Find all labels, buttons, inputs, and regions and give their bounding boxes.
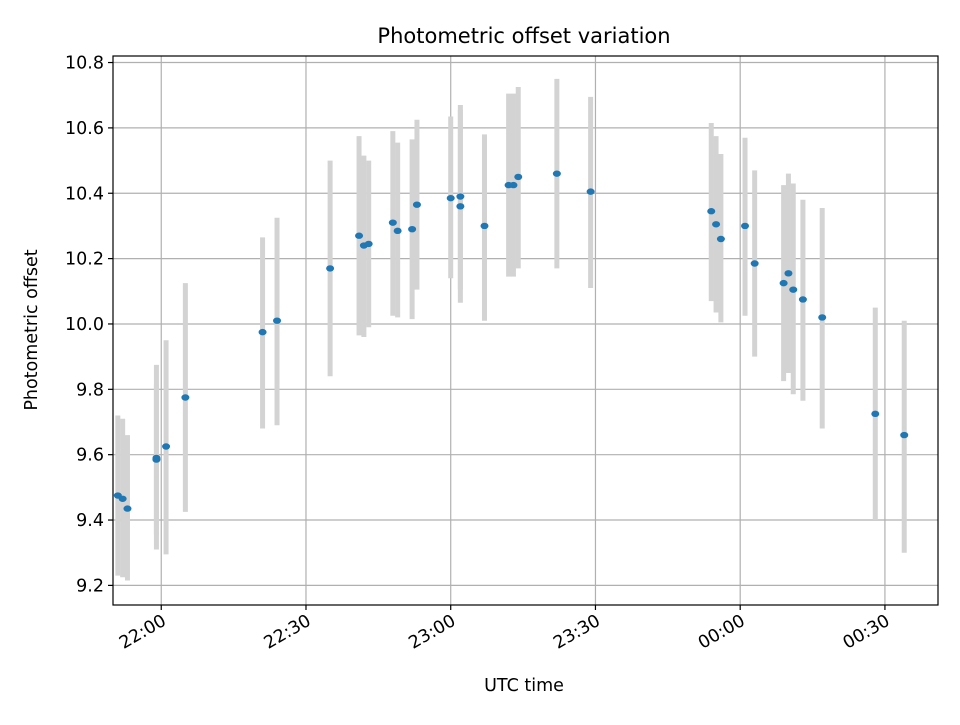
data-point: [326, 265, 335, 272]
y-tick-label: 9.6: [76, 446, 104, 466]
data-point: [741, 222, 750, 230]
y-tick-label: 9.2: [76, 576, 104, 596]
data-point: [509, 181, 518, 189]
data-point: [446, 194, 455, 202]
x-axis-label: UTC time: [484, 676, 564, 696]
data-point: [181, 394, 190, 401]
data-points: [113, 170, 909, 512]
y-axis-ticks: 9.2 9.4 9.6 9.8 10.0 10.2 10.4 10.6 10.8: [65, 54, 113, 596]
data-point: [412, 201, 421, 208]
data-point: [393, 227, 402, 235]
y-axis-label: Photometric offset: [22, 249, 42, 410]
data-point: [586, 188, 595, 195]
data-point: [784, 270, 793, 277]
data-point: [152, 454, 161, 462]
data-point: [871, 410, 880, 418]
data-point: [712, 221, 721, 228]
data-point: [408, 225, 417, 233]
data-point: [818, 314, 827, 321]
chart-title: Photometric offset variation: [377, 24, 670, 48]
data-point: [355, 232, 364, 239]
y-tick-label: 9.4: [76, 511, 104, 531]
data-point: [123, 505, 132, 512]
data-point: [456, 193, 465, 200]
data-point: [118, 495, 127, 502]
grid: [113, 56, 938, 605]
data-point: [162, 443, 171, 450]
data-point: [900, 431, 909, 439]
data-point: [716, 235, 725, 243]
y-tick-label: 10.6: [65, 119, 104, 139]
data-point: [364, 240, 373, 248]
data-point: [514, 173, 523, 181]
data-point: [480, 222, 489, 230]
y-tick-label: 10.0: [65, 315, 104, 335]
y-tick-label: 10.4: [65, 184, 104, 204]
data-point: [707, 208, 716, 215]
data-point: [552, 170, 561, 177]
data-point: [779, 279, 788, 287]
axes-frame: [112, 55, 939, 606]
data-point: [750, 260, 759, 267]
data-point: [388, 219, 397, 226]
y-tick-label: 10.2: [65, 250, 104, 270]
data-point: [273, 317, 282, 324]
data-point: [798, 296, 807, 303]
y-tick-label: 9.8: [76, 380, 104, 400]
data-point: [456, 203, 465, 210]
y-tick-label: 10.8: [65, 54, 104, 74]
data-point: [258, 328, 267, 336]
data-point: [789, 286, 798, 293]
